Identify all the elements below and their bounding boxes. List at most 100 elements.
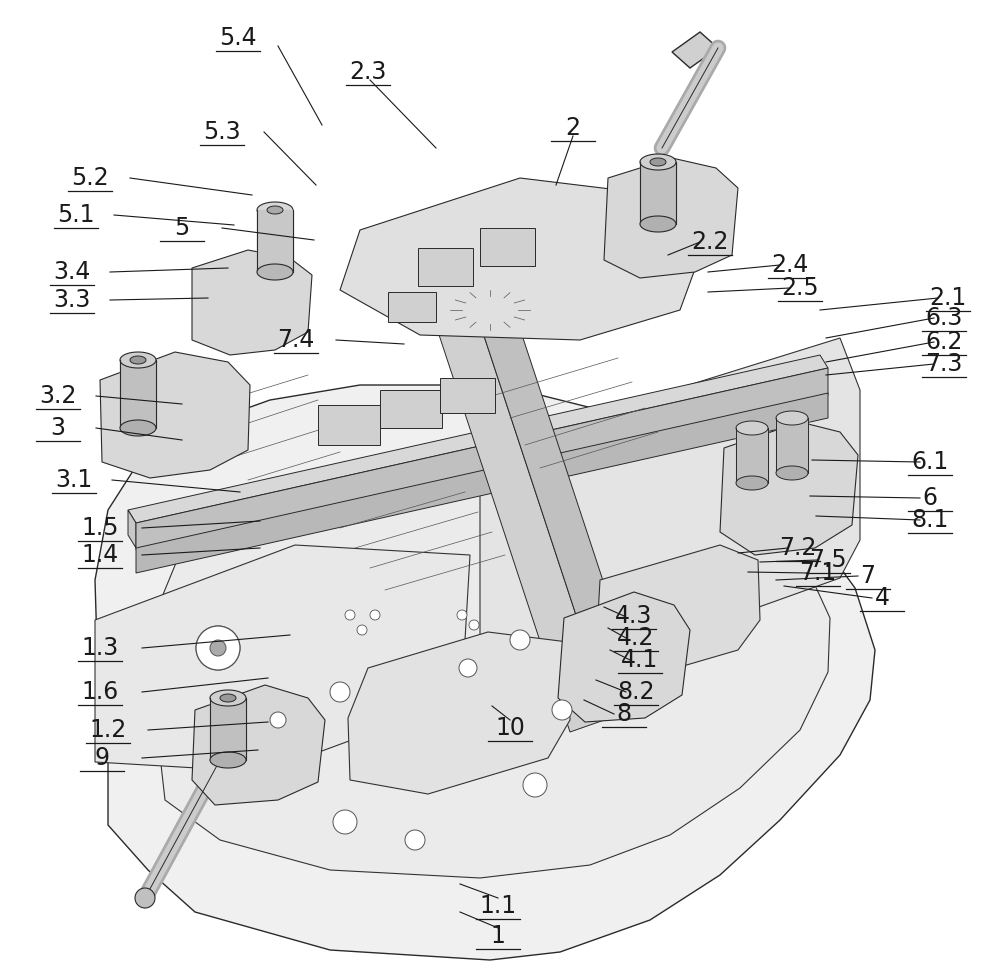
Text: 3.4: 3.4 bbox=[53, 260, 91, 284]
Polygon shape bbox=[95, 385, 875, 960]
Text: 8.2: 8.2 bbox=[617, 680, 655, 704]
Polygon shape bbox=[220, 694, 236, 702]
Text: 9: 9 bbox=[94, 746, 110, 770]
Polygon shape bbox=[128, 355, 828, 523]
Text: 5.2: 5.2 bbox=[71, 166, 109, 190]
Polygon shape bbox=[120, 420, 156, 436]
Polygon shape bbox=[136, 368, 828, 550]
Polygon shape bbox=[736, 428, 768, 483]
Text: 5: 5 bbox=[174, 216, 190, 240]
Text: 4.2: 4.2 bbox=[617, 626, 655, 650]
Text: 2.1: 2.1 bbox=[929, 286, 967, 310]
Polygon shape bbox=[257, 210, 293, 272]
Circle shape bbox=[196, 626, 240, 670]
Text: 7.5: 7.5 bbox=[809, 548, 847, 572]
Polygon shape bbox=[130, 356, 146, 364]
Polygon shape bbox=[720, 422, 858, 555]
Circle shape bbox=[270, 712, 286, 728]
Text: 2.3: 2.3 bbox=[349, 60, 387, 84]
Text: 7.1: 7.1 bbox=[799, 561, 837, 585]
Polygon shape bbox=[480, 228, 535, 266]
Text: 7.2: 7.2 bbox=[779, 536, 817, 560]
Text: 1.2: 1.2 bbox=[89, 718, 127, 742]
Text: 3.2: 3.2 bbox=[39, 384, 77, 408]
Text: 3: 3 bbox=[50, 416, 66, 440]
Polygon shape bbox=[120, 360, 156, 428]
Text: 3.3: 3.3 bbox=[53, 288, 91, 312]
Text: 1.5: 1.5 bbox=[81, 516, 119, 540]
Polygon shape bbox=[192, 250, 312, 355]
Polygon shape bbox=[388, 292, 436, 322]
Circle shape bbox=[357, 625, 367, 635]
Text: 2.2: 2.2 bbox=[691, 230, 729, 254]
Text: 4: 4 bbox=[874, 586, 890, 610]
Text: 8.1: 8.1 bbox=[911, 508, 949, 532]
Text: 1: 1 bbox=[491, 924, 505, 948]
Circle shape bbox=[210, 640, 226, 656]
Circle shape bbox=[469, 620, 479, 630]
Text: 6: 6 bbox=[922, 486, 938, 510]
Circle shape bbox=[345, 610, 355, 620]
Polygon shape bbox=[776, 418, 808, 473]
Polygon shape bbox=[257, 264, 293, 280]
Text: 1.6: 1.6 bbox=[81, 680, 119, 704]
Polygon shape bbox=[348, 632, 570, 794]
Polygon shape bbox=[128, 510, 136, 548]
Polygon shape bbox=[736, 476, 768, 490]
Polygon shape bbox=[776, 411, 808, 425]
Text: 10: 10 bbox=[495, 716, 525, 740]
Circle shape bbox=[523, 773, 547, 797]
Polygon shape bbox=[210, 752, 246, 768]
Polygon shape bbox=[558, 592, 690, 722]
Circle shape bbox=[510, 630, 530, 650]
Text: 6.1: 6.1 bbox=[911, 450, 949, 474]
Text: 7.3: 7.3 bbox=[925, 352, 963, 376]
Polygon shape bbox=[418, 248, 473, 286]
Polygon shape bbox=[640, 216, 676, 232]
Circle shape bbox=[330, 682, 350, 702]
Circle shape bbox=[552, 700, 572, 720]
Polygon shape bbox=[595, 545, 760, 685]
Polygon shape bbox=[455, 238, 645, 718]
Polygon shape bbox=[440, 378, 495, 413]
Polygon shape bbox=[640, 154, 676, 170]
Circle shape bbox=[135, 888, 155, 908]
Polygon shape bbox=[776, 466, 808, 480]
Text: 2.5: 2.5 bbox=[781, 276, 819, 300]
Text: 4.3: 4.3 bbox=[615, 604, 653, 628]
Text: 5.1: 5.1 bbox=[57, 203, 95, 227]
Polygon shape bbox=[318, 405, 380, 445]
Text: 2: 2 bbox=[566, 116, 580, 140]
Text: 6.2: 6.2 bbox=[925, 330, 963, 354]
Polygon shape bbox=[340, 178, 710, 340]
Polygon shape bbox=[120, 352, 156, 368]
Text: 1.4: 1.4 bbox=[81, 543, 119, 567]
Polygon shape bbox=[152, 462, 830, 878]
Circle shape bbox=[333, 810, 357, 834]
Polygon shape bbox=[257, 202, 293, 218]
Polygon shape bbox=[604, 158, 738, 278]
Polygon shape bbox=[267, 206, 283, 214]
Text: 7: 7 bbox=[860, 564, 876, 588]
Polygon shape bbox=[210, 698, 246, 760]
Polygon shape bbox=[736, 421, 768, 435]
Polygon shape bbox=[380, 390, 442, 428]
Circle shape bbox=[196, 626, 240, 670]
Text: 7.4: 7.4 bbox=[277, 328, 315, 352]
Polygon shape bbox=[640, 162, 676, 224]
Polygon shape bbox=[415, 248, 610, 732]
Polygon shape bbox=[192, 685, 325, 805]
Circle shape bbox=[370, 610, 380, 620]
Text: 8: 8 bbox=[616, 702, 632, 726]
Text: 4.1: 4.1 bbox=[621, 648, 659, 672]
Text: 3.1: 3.1 bbox=[55, 468, 93, 492]
Circle shape bbox=[405, 830, 425, 850]
Polygon shape bbox=[672, 32, 718, 68]
Circle shape bbox=[459, 659, 477, 677]
Text: 5.3: 5.3 bbox=[203, 120, 241, 144]
Circle shape bbox=[457, 610, 467, 620]
Text: 6.3: 6.3 bbox=[925, 306, 963, 330]
Text: 1.1: 1.1 bbox=[479, 894, 517, 918]
Polygon shape bbox=[95, 545, 470, 772]
Polygon shape bbox=[650, 158, 666, 166]
